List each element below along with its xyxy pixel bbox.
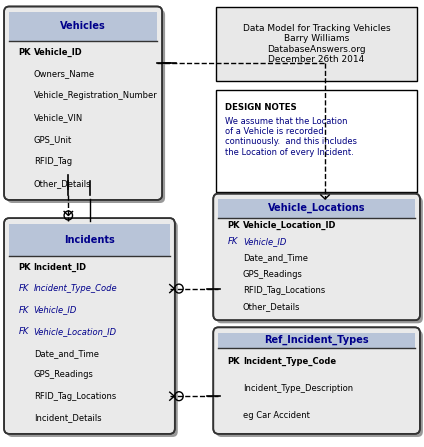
Text: PK: PK [228,357,240,366]
Polygon shape [9,224,170,256]
Text: Vehicle_VIN: Vehicle_VIN [33,113,83,122]
Text: Ref_Incident_Types: Ref_Incident_Types [264,335,369,346]
Text: Incident_Type_Code: Incident_Type_Code [243,357,336,366]
Polygon shape [9,12,157,41]
FancyBboxPatch shape [216,90,417,192]
FancyBboxPatch shape [7,221,178,437]
Text: FK: FK [19,306,29,315]
Text: RFID_Tag_Locations: RFID_Tag_Locations [33,392,116,401]
Polygon shape [218,199,415,218]
Text: Vehicle_Location_ID: Vehicle_Location_ID [243,221,336,230]
Text: Incident_Details: Incident_Details [33,413,101,422]
Text: Data Model for Tracking Vehicles
Barry Williams
DatabaseAnswers.org
December 26t: Data Model for Tracking Vehicles Barry W… [243,24,391,64]
Text: Incident_ID: Incident_ID [33,262,87,272]
Text: PK: PK [19,262,31,272]
Text: We assume that the Location
of a Vehicle is recorded
continuously.  and this inc: We assume that the Location of a Vehicle… [225,117,357,157]
Text: RFID_Tag: RFID_Tag [33,157,72,166]
Text: DESIGN NOTES: DESIGN NOTES [225,103,296,112]
Text: FK: FK [228,237,238,246]
Text: Vehicle_Locations: Vehicle_Locations [268,203,365,213]
Text: Other_Details: Other_Details [33,179,91,188]
Text: Vehicle_Registration_Number: Vehicle_Registration_Number [33,91,157,101]
Text: Incident_Type_Code: Incident_Type_Code [33,284,117,293]
FancyBboxPatch shape [4,218,175,434]
FancyBboxPatch shape [213,194,420,320]
Text: Vehicle_ID: Vehicle_ID [33,47,82,57]
Text: GPS_Readings: GPS_Readings [33,370,94,379]
Text: GPS_Unit: GPS_Unit [33,135,72,144]
FancyBboxPatch shape [7,9,165,203]
Text: PK: PK [228,221,240,230]
Text: Vehicle_ID: Vehicle_ID [33,306,77,315]
Text: GPS_Readings: GPS_Readings [243,270,303,279]
Text: FK: FK [19,284,29,293]
Text: eg Car Accident: eg Car Accident [243,410,310,420]
FancyBboxPatch shape [216,8,417,81]
Polygon shape [218,333,415,348]
Text: FK: FK [19,327,29,336]
Text: PK: PK [19,47,31,56]
FancyBboxPatch shape [216,197,423,323]
FancyBboxPatch shape [213,327,420,434]
Text: Incident_Type_Description: Incident_Type_Description [243,384,353,393]
Text: Incidents: Incidents [64,235,115,245]
Text: Vehicle_ID: Vehicle_ID [243,237,286,246]
Text: Date_and_Time: Date_and_Time [33,349,99,358]
Text: Date_and_Time: Date_and_Time [243,253,308,262]
Text: Vehicles: Vehicles [60,21,106,31]
FancyBboxPatch shape [216,330,423,437]
Text: Other_Details: Other_Details [243,302,300,311]
Text: Owners_Name: Owners_Name [33,69,95,79]
FancyBboxPatch shape [4,7,162,200]
Text: RFID_Tag_Locations: RFID_Tag_Locations [243,286,325,295]
Text: Vehicle_Location_ID: Vehicle_Location_ID [33,327,117,336]
